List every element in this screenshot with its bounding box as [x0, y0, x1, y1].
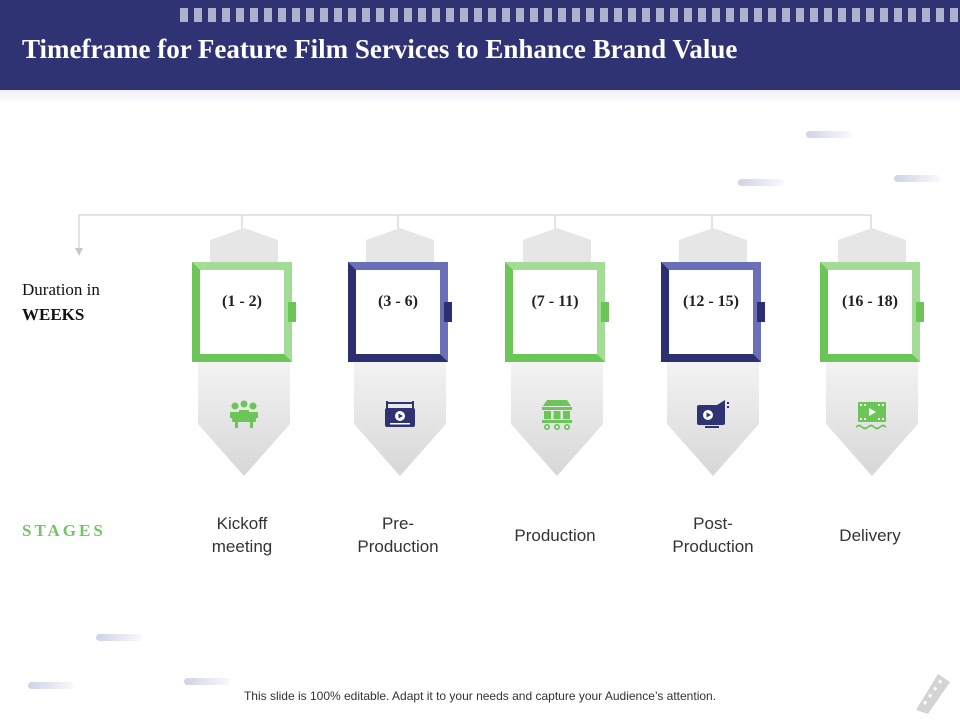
box-corner-accent — [444, 302, 452, 322]
timeline-step-post-production: (12 - 15) — [661, 228, 765, 478]
decorative-dash — [894, 175, 940, 182]
video-player-icon — [385, 401, 415, 427]
stage-name-line1: Kickoff — [216, 514, 268, 533]
timeline-step-kickoff: (1 - 2) — [192, 228, 296, 478]
stage-name-line1: Post- — [693, 514, 733, 533]
stages-label: STAGES — [22, 521, 106, 540]
stage-name-kickoff: Kickoff meeting — [172, 512, 312, 558]
duration-label-line2: WEEKS — [22, 305, 85, 324]
box-corner-accent — [288, 302, 296, 322]
decorative-dash — [738, 179, 784, 186]
film-strip-corner-icon — [916, 674, 950, 714]
duration-label: Duration in WEEKS — [22, 277, 162, 327]
week-range-box — [348, 262, 448, 362]
week-range: (1 - 2) — [222, 293, 262, 310]
film-strip-decoration — [180, 8, 960, 22]
team-meeting-icon — [230, 400, 258, 428]
stage-name-delivery: Delivery — [839, 526, 901, 545]
week-range-box — [661, 262, 761, 362]
week-range: (16 - 18) — [842, 293, 898, 310]
stage-name-pre-production: Pre- Production — [328, 512, 468, 558]
page-title: Timeframe for Feature Film Services to E… — [22, 34, 738, 64]
stage-name-line2: Production — [672, 537, 754, 556]
week-range: (7 - 11) — [531, 293, 579, 310]
decorative-dash — [184, 678, 230, 685]
box-corner-accent — [757, 302, 765, 322]
timeline-step-delivery: (16 - 18) — [820, 228, 924, 478]
stage-name-line2: Production — [357, 537, 439, 556]
week-range-box — [192, 262, 292, 362]
film-reel-icon — [856, 402, 886, 430]
duration-label-line1: Duration in — [22, 280, 100, 299]
stage-name-line1: Pre- — [381, 514, 415, 533]
week-range: (12 - 15) — [683, 293, 739, 310]
decorative-dash — [806, 131, 852, 138]
header-shadow-strip — [0, 90, 960, 104]
box-corner-accent — [601, 302, 609, 322]
week-range-box — [505, 262, 605, 362]
stage-name-post-production: Post- Production — [643, 512, 783, 558]
week-range: (3 - 6) — [378, 293, 418, 310]
week-range-box — [820, 262, 920, 362]
stage-name-production: Production — [514, 526, 596, 545]
down-arrow-icon — [75, 248, 83, 256]
video-promotion-icon — [697, 400, 729, 428]
box-corner-accent — [916, 302, 924, 322]
film-studio-icon — [542, 400, 572, 430]
decorative-dash — [28, 682, 74, 689]
footer-note: This slide is 100% editable. Adapt it to… — [243, 689, 717, 703]
title-bar: Timeframe for Feature Film Services to E… — [0, 0, 960, 90]
stage-name-line2: meeting — [211, 537, 273, 556]
timeline-step-pre-production: (3 - 6) — [348, 228, 452, 478]
decorative-dash — [96, 634, 142, 641]
timeline-step-production: (7 - 11) — [505, 228, 609, 478]
